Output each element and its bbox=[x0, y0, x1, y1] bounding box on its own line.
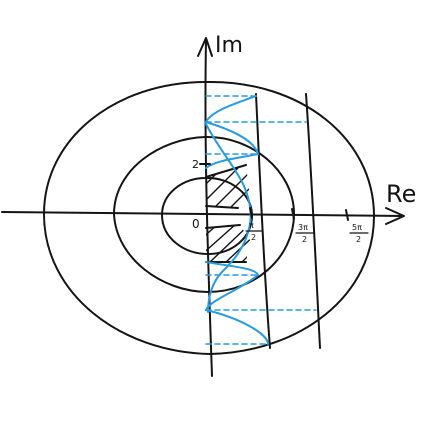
hatched-boundary-lower bbox=[205, 224, 247, 263]
tick-5pi-half-label: 5π 2 bbox=[349, 223, 369, 244]
hatched-region-upper bbox=[206, 167, 250, 208]
middle-circle bbox=[113, 135, 295, 293]
origin-label: 0 bbox=[192, 217, 200, 231]
tick-3pi-half-numerator: 3π bbox=[298, 223, 308, 232]
real-axis-arrow bbox=[385, 207, 405, 225]
vertical-line-outer bbox=[305, 93, 321, 349]
real-axis-label: Re bbox=[386, 180, 416, 208]
imaginary-axis-label: Im bbox=[215, 33, 243, 58]
vertical-line-inner bbox=[255, 93, 271, 349]
tick-3pi-half-denominator: 2 bbox=[302, 235, 307, 244]
tick-3pi-half-label: 3π 2 bbox=[295, 223, 315, 244]
blue-curve-upper-wave bbox=[204, 95, 260, 169]
imaginary-axis bbox=[204, 39, 213, 377]
tick-5pi-half-numerator: 5π bbox=[352, 223, 362, 232]
tick-3pi-half-mark bbox=[291, 208, 295, 220]
hatched-region-lower bbox=[206, 225, 250, 262]
imaginary-axis-arrow bbox=[197, 37, 213, 57]
hatched-boundary-upper bbox=[205, 164, 247, 209]
blue-curve-main bbox=[205, 123, 252, 313]
real-axis bbox=[1, 211, 403, 217]
outer-circle bbox=[43, 80, 375, 355]
inner-circle bbox=[161, 176, 253, 255]
tick-5pi-half-mark bbox=[345, 209, 349, 221]
blue-curve-lower-wave bbox=[204, 261, 269, 345]
tick-5pi-half-denominator: 2 bbox=[356, 235, 361, 244]
tick-pi-half-numerator: π bbox=[249, 221, 254, 230]
tick-2-label: 2 bbox=[192, 158, 199, 171]
tick-pi-half-label: π 2 bbox=[245, 221, 263, 242]
tick-pi-half-mark bbox=[249, 207, 253, 219]
tick-pi-half-denominator: 2 bbox=[251, 233, 256, 242]
